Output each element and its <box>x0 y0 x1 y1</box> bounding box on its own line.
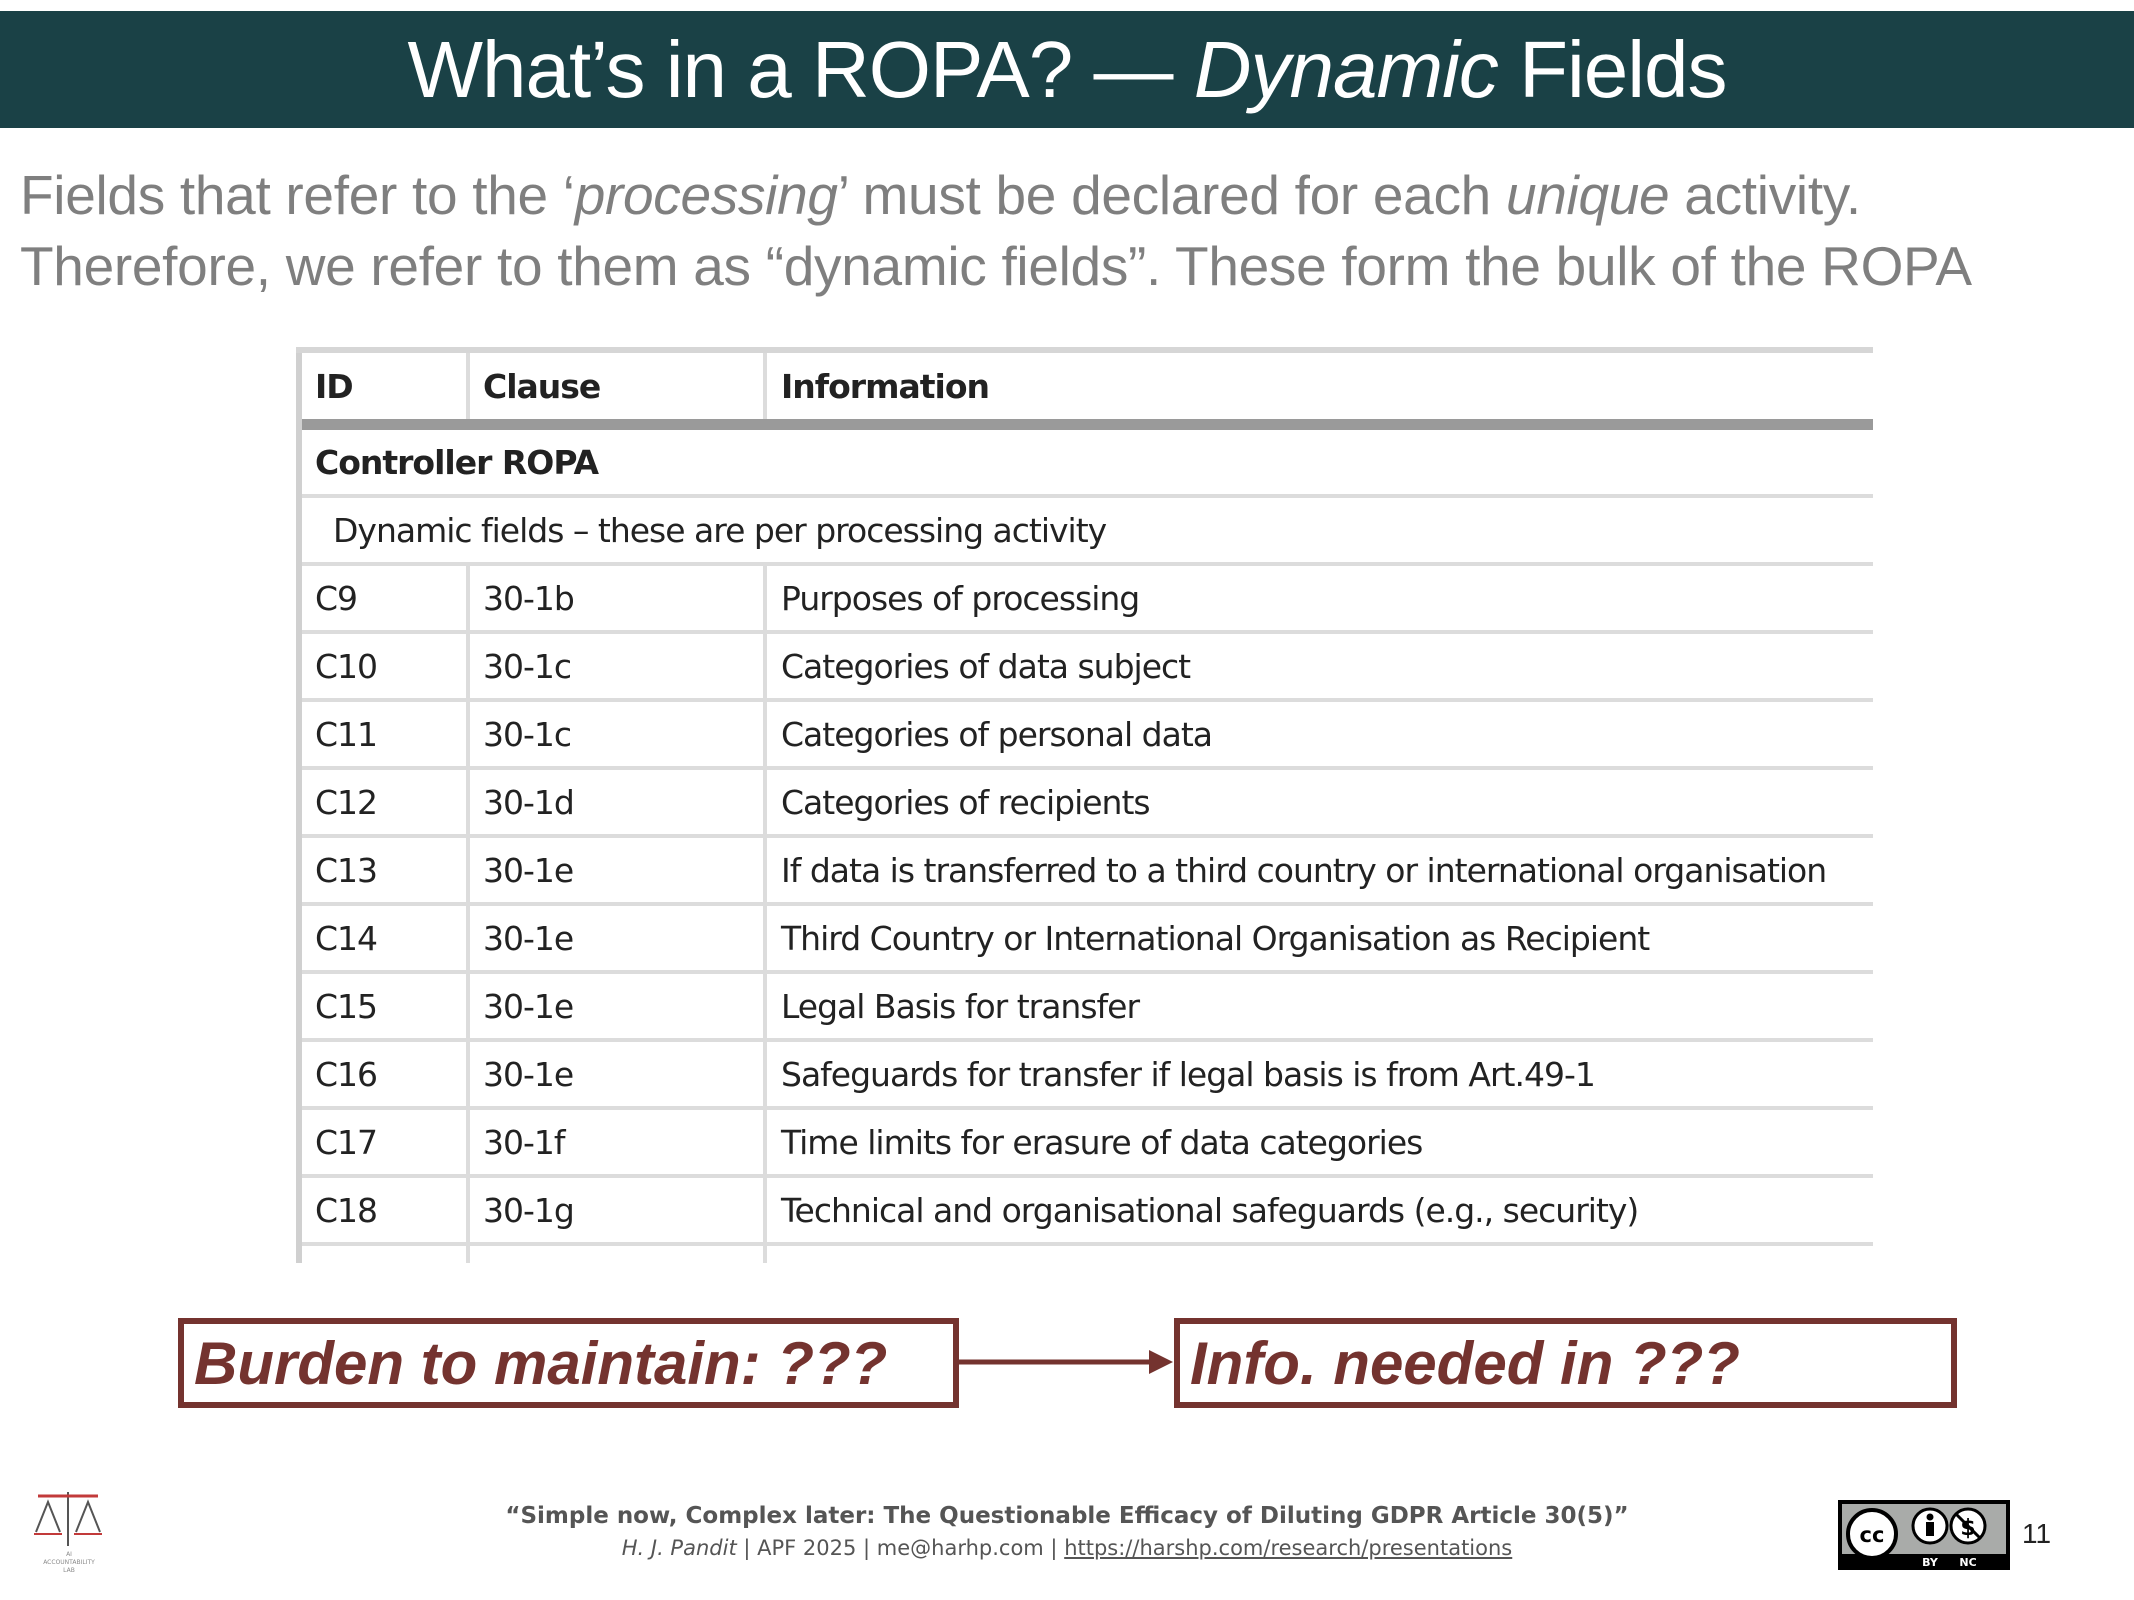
subsection-title: Dynamic fields – these are per processin… <box>333 510 1107 550</box>
header-id: ID <box>296 353 470 419</box>
title-bar: What’s in a ROPA? — Dynamic Fields <box>0 11 2134 128</box>
table-row: C10 30-1c Categories of data subject <box>296 634 1873 702</box>
row-information: Purposes of processing <box>781 578 1140 618</box>
intro-text: Fields that refer to the ‘processing’ mu… <box>20 160 2120 302</box>
logo-caption: AI ACCOUNTABILITY LAB <box>43 1551 95 1574</box>
svg-text:cc: cc <box>1860 1523 1885 1547</box>
section-row: Controller ROPA <box>296 430 1873 498</box>
row-id: C10 <box>296 634 470 698</box>
row-id: C17 <box>296 1110 470 1174</box>
slide-title: What’s in a ROPA? — Dynamic Fields <box>407 24 1727 114</box>
row-id: C18 <box>296 1178 470 1242</box>
table-row: C15 30-1e Legal Basis for transfer <box>296 974 1873 1042</box>
row-clause: 30-1e <box>470 838 767 902</box>
row-clause: 30-1e <box>470 906 767 970</box>
row-id: C16 <box>296 1042 470 1106</box>
row-id: C12 <box>296 770 470 834</box>
arrow-right-icon <box>959 1350 1173 1374</box>
header-information: Information <box>781 366 990 406</box>
row-information: Categories of recipients <box>781 782 1151 822</box>
row-clause: 30-1c <box>470 702 767 766</box>
row-information: Legal Basis for transfer <box>781 986 1140 1026</box>
table-row: C17 30-1f Time limits for erasure of data … <box>296 1110 1873 1178</box>
intro-line-1: Fields that refer to the ‘processing’ mu… <box>20 164 1861 226</box>
table-row: C18 30-1g Technical and organisational saf… <box>296 1178 1873 1246</box>
table-row: C13 30-1e If data is transferred to a thir… <box>296 838 1873 906</box>
row-clause: 30-1g <box>470 1178 767 1242</box>
svg-text:BY: BY <box>1922 1556 1939 1569</box>
row-clause: 30-1e <box>470 1042 767 1106</box>
info-callout: Info. needed in ??? <box>1174 1318 1957 1408</box>
header-clause: Clause <box>470 353 767 419</box>
row-clause: 30-1e <box>470 974 767 1038</box>
table-row: C11 30-1c Categories of personal data <box>296 702 1873 770</box>
row-information: Categories of personal data <box>781 714 1213 754</box>
table-row: C12 30-1d Categories of recipients <box>296 770 1873 838</box>
table-header-row: ID Clause Information <box>296 353 1873 430</box>
row-information: Technical and organisational safeguards … <box>781 1190 1639 1230</box>
row-id: C15 <box>296 974 470 1038</box>
row-information: Time limits for erasure of data categori… <box>781 1122 1423 1162</box>
footer-meta: H. J. Pandit | APF 2025 | me@harhp.com |… <box>621 1536 1513 1560</box>
subsection-row: Dynamic fields – these are per processin… <box>296 498 1873 566</box>
row-information: Safeguards for transfer if legal basis i… <box>781 1054 1596 1094</box>
table-row: C9 30-1b Purposes of processing <box>296 566 1873 634</box>
row-id: C14 <box>296 906 470 970</box>
table-row: C16 30-1e Safeguards for transfer if legal… <box>296 1042 1873 1110</box>
footer-author: H. J. Pandit <box>621 1536 737 1560</box>
row-information: Categories of data subject <box>781 646 1191 686</box>
row-id: C9 <box>296 566 470 630</box>
section-title: Controller ROPA <box>315 442 599 482</box>
svg-text:NC: NC <box>1959 1556 1976 1569</box>
ropa-table: ID Clause Information Controller ROPA Dy… <box>296 347 1873 1263</box>
row-information: If data is transferred to a third countr… <box>781 850 1827 890</box>
intro-line-2: Therefore, we refer to them as “dynamic … <box>20 235 1972 297</box>
row-clause: 30-1b <box>470 566 767 630</box>
row-clause: 30-1d <box>470 770 767 834</box>
table-row: C14 30-1e Third Country or International O… <box>296 906 1873 974</box>
page-number: 11 <box>2022 1518 2052 1549</box>
row-id: C11 <box>296 702 470 766</box>
row-information: Third Country or International Organisat… <box>781 918 1650 958</box>
row-clause: 30-1c <box>470 634 767 698</box>
footer-citation: “Simple now, Complex later: The Question… <box>505 1503 1629 1529</box>
row-clause: 30-1f <box>470 1110 767 1174</box>
creative-commons-icon: cc $ BY NC <box>1838 1500 2010 1570</box>
logo-icon <box>34 1492 102 1546</box>
presentations-link[interactable]: https://harshp.com/research/presentation… <box>1064 1536 1513 1560</box>
table-row-cut <box>296 1246 1873 1263</box>
row-id: C13 <box>296 838 470 902</box>
burden-callout: Burden to maintain: ??? <box>178 1318 959 1408</box>
